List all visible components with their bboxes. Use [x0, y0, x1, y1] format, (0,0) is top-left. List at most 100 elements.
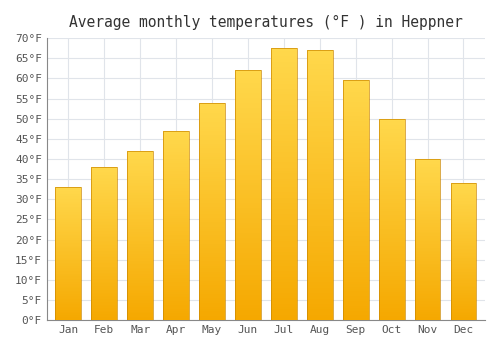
Bar: [163, 263, 189, 265]
Bar: [307, 288, 332, 290]
Bar: [450, 223, 476, 224]
Bar: [92, 242, 118, 244]
Bar: [378, 157, 404, 159]
Bar: [163, 136, 189, 138]
Bar: [235, 125, 261, 128]
Bar: [378, 300, 404, 302]
Bar: [450, 308, 476, 309]
Bar: [56, 246, 82, 247]
Bar: [235, 120, 261, 123]
Bar: [343, 258, 368, 260]
Bar: [343, 164, 368, 167]
Bar: [199, 161, 225, 163]
Bar: [56, 230, 82, 231]
Bar: [343, 176, 368, 179]
Bar: [199, 190, 225, 192]
Bar: [450, 319, 476, 320]
Bar: [163, 142, 189, 144]
Bar: [271, 168, 297, 170]
Bar: [378, 270, 404, 272]
Bar: [56, 304, 82, 306]
Bar: [199, 140, 225, 142]
Bar: [235, 188, 261, 190]
Bar: [271, 282, 297, 285]
Bar: [307, 56, 332, 58]
Bar: [450, 212, 476, 213]
Bar: [271, 108, 297, 111]
Bar: [128, 237, 153, 239]
Bar: [235, 293, 261, 295]
Bar: [163, 298, 189, 299]
Bar: [414, 172, 440, 174]
Bar: [378, 199, 404, 201]
Bar: [56, 247, 82, 248]
Bar: [128, 288, 153, 290]
Bar: [199, 211, 225, 214]
Bar: [271, 233, 297, 236]
Bar: [128, 219, 153, 220]
Bar: [414, 275, 440, 276]
Bar: [414, 209, 440, 211]
Bar: [128, 234, 153, 236]
Bar: [414, 201, 440, 203]
Bar: [199, 126, 225, 129]
Bar: [56, 248, 82, 250]
Bar: [343, 148, 368, 150]
Bar: [92, 277, 118, 279]
Bar: [378, 127, 404, 129]
Bar: [414, 225, 440, 227]
Bar: [235, 168, 261, 170]
Bar: [92, 273, 118, 274]
Bar: [414, 294, 440, 296]
Bar: [343, 83, 368, 85]
Bar: [128, 264, 153, 266]
Bar: [199, 188, 225, 190]
Bar: [378, 260, 404, 262]
Bar: [450, 276, 476, 278]
Bar: [378, 290, 404, 292]
Bar: [56, 238, 82, 239]
Bar: [199, 248, 225, 251]
Bar: [163, 269, 189, 271]
Bar: [271, 301, 297, 304]
Bar: [343, 212, 368, 215]
Bar: [199, 244, 225, 246]
Bar: [307, 209, 332, 212]
Bar: [199, 270, 225, 272]
Bar: [235, 113, 261, 115]
Bar: [450, 198, 476, 200]
Bar: [163, 148, 189, 150]
Bar: [378, 153, 404, 155]
Bar: [378, 282, 404, 284]
Bar: [199, 142, 225, 144]
Bar: [414, 199, 440, 201]
Bar: [343, 313, 368, 315]
Bar: [92, 274, 118, 276]
Bar: [163, 282, 189, 284]
Bar: [163, 199, 189, 201]
Bar: [128, 290, 153, 291]
Bar: [199, 309, 225, 312]
Bar: [378, 163, 404, 165]
Bar: [307, 185, 332, 188]
Bar: [378, 137, 404, 139]
Bar: [128, 183, 153, 185]
Bar: [163, 271, 189, 273]
Bar: [128, 307, 153, 308]
Bar: [235, 215, 261, 218]
Bar: [343, 124, 368, 126]
Bar: [56, 317, 82, 319]
Bar: [450, 280, 476, 282]
Bar: [56, 240, 82, 242]
Bar: [271, 97, 297, 100]
Bar: [450, 183, 476, 184]
Bar: [450, 227, 476, 228]
Bar: [378, 310, 404, 312]
Bar: [199, 235, 225, 237]
Bar: [307, 312, 332, 315]
Bar: [92, 279, 118, 280]
Bar: [271, 274, 297, 276]
Bar: [128, 220, 153, 222]
Bar: [414, 256, 440, 257]
Bar: [450, 235, 476, 237]
